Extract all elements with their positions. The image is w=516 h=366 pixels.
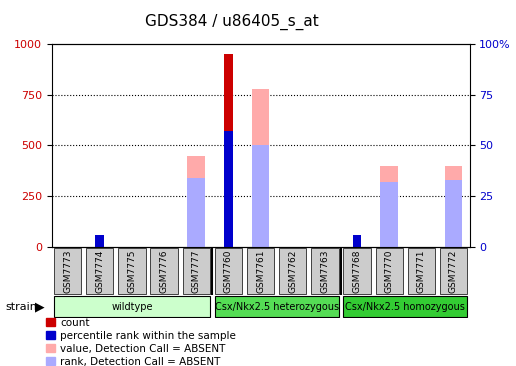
- Text: GSM7772: GSM7772: [449, 249, 458, 292]
- Bar: [376, 248, 403, 294]
- Text: GSM7760: GSM7760: [224, 249, 233, 292]
- Text: GSM7770: GSM7770: [385, 249, 394, 292]
- Bar: [252, 146, 269, 247]
- Bar: [187, 178, 205, 247]
- Bar: [54, 248, 82, 294]
- Bar: [215, 296, 338, 317]
- Text: GSM7776: GSM7776: [159, 249, 169, 292]
- Bar: [408, 248, 435, 294]
- Bar: [224, 131, 233, 247]
- Text: GSM7763: GSM7763: [320, 249, 329, 292]
- Text: GSM7774: GSM7774: [95, 249, 104, 292]
- Bar: [215, 248, 242, 294]
- Text: GSM7768: GSM7768: [352, 249, 362, 292]
- Bar: [95, 235, 104, 247]
- Legend: count, percentile rank within the sample, value, Detection Call = ABSENT, rank, : count, percentile rank within the sample…: [46, 318, 236, 366]
- Bar: [445, 180, 462, 247]
- Bar: [151, 248, 178, 294]
- Text: GSM7775: GSM7775: [127, 249, 136, 292]
- Bar: [252, 89, 269, 247]
- Text: GSM7777: GSM7777: [192, 249, 201, 292]
- Text: GSM7761: GSM7761: [256, 249, 265, 292]
- Bar: [183, 248, 210, 294]
- Bar: [247, 248, 274, 294]
- Text: Csx/Nkx2.5 homozygous: Csx/Nkx2.5 homozygous: [345, 302, 465, 311]
- Bar: [380, 166, 398, 247]
- Bar: [311, 248, 338, 294]
- Bar: [187, 156, 205, 247]
- Text: GDS384 / u86405_s_at: GDS384 / u86405_s_at: [146, 14, 319, 30]
- Text: GSM7762: GSM7762: [288, 249, 297, 292]
- Text: ▶: ▶: [35, 300, 45, 313]
- Bar: [224, 54, 233, 247]
- Bar: [380, 182, 398, 247]
- Text: GSM7771: GSM7771: [417, 249, 426, 292]
- Text: wildtype: wildtype: [111, 302, 153, 311]
- Bar: [279, 248, 307, 294]
- Bar: [86, 248, 114, 294]
- Bar: [54, 296, 210, 317]
- Text: GSM7773: GSM7773: [63, 249, 72, 292]
- Text: strain: strain: [5, 302, 37, 311]
- Bar: [352, 235, 361, 247]
- Bar: [343, 296, 467, 317]
- Bar: [118, 248, 146, 294]
- Bar: [440, 248, 467, 294]
- Text: Csx/Nkx2.5 heterozygous: Csx/Nkx2.5 heterozygous: [215, 302, 338, 311]
- Bar: [343, 248, 370, 294]
- Bar: [445, 166, 462, 247]
